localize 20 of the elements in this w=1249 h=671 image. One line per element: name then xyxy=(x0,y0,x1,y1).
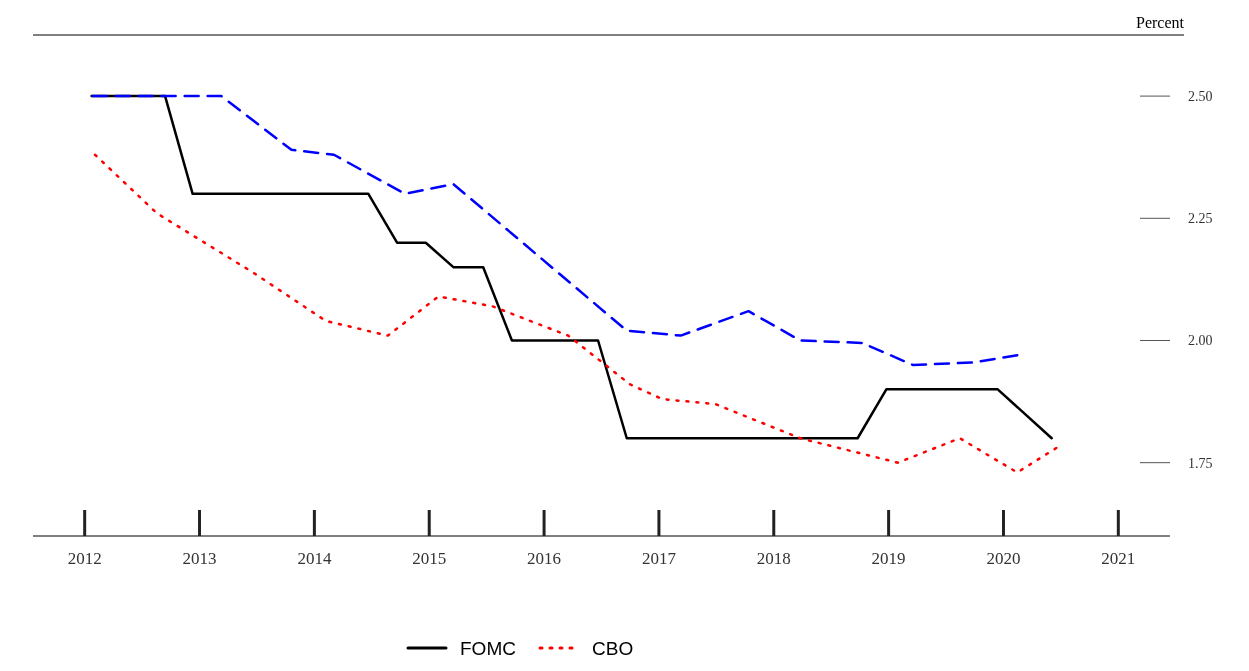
x-tick-label: 2020 xyxy=(986,549,1021,568)
line-series xyxy=(90,94,1053,440)
line-series xyxy=(91,94,1019,367)
x-tick-label: 2014 xyxy=(297,549,332,568)
x-tick-label: 2017 xyxy=(641,549,677,568)
x-tick-label: 2013 xyxy=(182,549,217,568)
line-series xyxy=(93,153,1058,474)
y-axis-title: Percent xyxy=(1136,14,1185,31)
y-tick-label: 2.50 xyxy=(1188,89,1213,104)
x-tick-label: 2016 xyxy=(527,549,562,568)
x-tick-label: 2019 xyxy=(871,549,906,568)
y-tick-label: 2.25 xyxy=(1188,211,1213,227)
x-tick-label: 2018 xyxy=(756,549,791,568)
legend-label: FOMC xyxy=(460,637,516,659)
y-tick-label: 2.00 xyxy=(1188,333,1213,349)
legend-label: CBO xyxy=(592,637,634,659)
y-tick-label: 1.75 xyxy=(1188,455,1213,471)
x-tick-label: 2015 xyxy=(412,549,447,568)
x-tick-label: 2012 xyxy=(67,549,102,568)
x-tick-label: 2021 xyxy=(1101,549,1136,568)
